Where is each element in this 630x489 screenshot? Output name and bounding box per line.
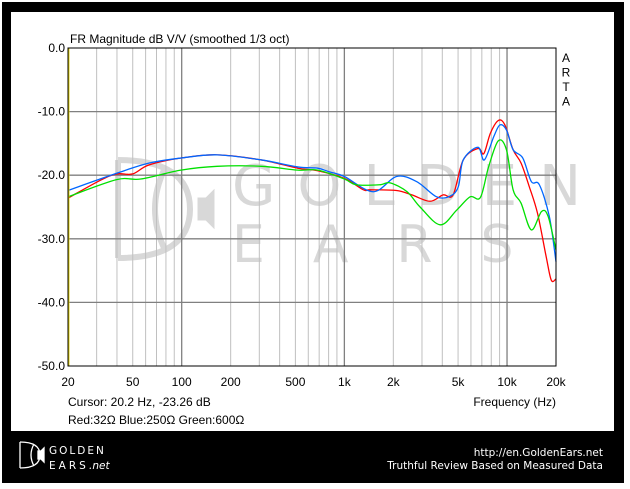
footer-tagline: Truthful Review Based on Measured Data <box>386 460 603 472</box>
x-tick-label: 20k <box>546 375 566 389</box>
y-tick-label: -20.0 <box>38 168 66 182</box>
footer-logo-line2: EARS <box>49 460 89 472</box>
series-line-600Ω <box>67 139 557 251</box>
x-tick-label: 100 <box>172 375 192 389</box>
axis-tick-labels: 20 50 100 200 500 1k 2k 5k 10k 20k 0.0 -10.0 -20.0 -3… <box>38 41 567 389</box>
footer-logo-suffix: .net <box>89 460 110 472</box>
arta-letter: T <box>562 80 570 94</box>
chart-title: FR Magnitude dB V/V (smoothed 1/3 oct) <box>70 32 289 46</box>
footer: GOLDEN EARS .net http://en.GoldenEars.ne… <box>19 441 603 472</box>
watermark-logo-icon <box>115 157 215 261</box>
x-tick-label: 1k <box>338 375 352 389</box>
arta-letter: R <box>562 66 571 80</box>
x-tick-label: 20 <box>61 375 75 389</box>
arta-letter: A <box>562 95 570 109</box>
plot-border <box>67 47 557 367</box>
x-tick-label: 2k <box>387 375 401 389</box>
x-tick-label: 5k <box>452 375 466 389</box>
x-axis-label: Frequency (Hz) <box>473 395 556 409</box>
y-tick-label: -40.0 <box>38 295 66 309</box>
grid <box>68 48 556 366</box>
arta-letter: A <box>562 51 570 65</box>
y-tick-label: -10.0 <box>38 105 66 119</box>
y-tick-label: -30.0 <box>38 232 66 246</box>
x-tick-label: 10k <box>497 375 517 389</box>
x-tick-label: 50 <box>126 375 140 389</box>
x-tick-label: 200 <box>221 375 241 389</box>
footer-url[interactable]: http://en.GoldenEars.net <box>474 447 603 459</box>
legend-text: Red:32Ω Blue:250Ω Green:600Ω <box>68 413 244 427</box>
y-tick-label: -50.0 <box>38 359 66 373</box>
cursor-readout: Cursor: 20.2 Hz, -23.26 dB <box>68 395 211 409</box>
watermark-line2: EARS <box>232 215 562 275</box>
x-tick-label: 500 <box>285 375 305 389</box>
series-line-250Ω <box>67 124 557 262</box>
y-tick-label: 0.0 <box>48 41 65 55</box>
footer-logo-icon <box>19 441 45 469</box>
chart-panel <box>11 12 614 431</box>
series-lines <box>67 119 557 283</box>
footer-logo-line1: GOLDEN <box>49 445 106 457</box>
